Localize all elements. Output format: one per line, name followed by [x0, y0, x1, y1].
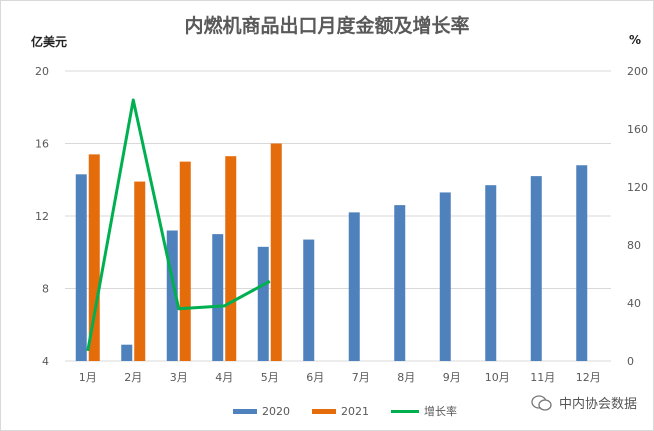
bar-2020	[530, 176, 542, 361]
y2-tick-label: 160	[627, 123, 648, 136]
bar-2021	[179, 161, 191, 361]
bar-2020	[166, 230, 178, 361]
right-axis-unit: %	[629, 33, 642, 47]
chart-title: 内燃机商品出口月度金额及增长率	[184, 15, 470, 37]
x-tick-label: 6月	[306, 371, 324, 384]
x-tick-label: 9月	[443, 371, 461, 384]
bar-2021	[134, 181, 146, 361]
legend-label: 2021	[341, 404, 369, 418]
bar-2020	[75, 174, 87, 361]
legend-item-growth: 增长率	[391, 403, 457, 419]
legend: 2020 2021 增长率	[233, 403, 457, 419]
left-axis-unit: 亿美元	[31, 35, 68, 49]
bar-2020	[348, 212, 360, 361]
bar-2021	[225, 156, 237, 361]
x-tick-label: 12月	[576, 371, 601, 384]
legend-item-2021: 2021	[312, 405, 369, 418]
bar-2020	[303, 239, 315, 361]
x-tick-label: 4月	[215, 371, 233, 384]
x-tick-label: 1月	[79, 371, 97, 384]
y2-tick-label: 120	[627, 181, 648, 194]
bar-2020	[576, 165, 588, 361]
bar-2020	[212, 234, 224, 361]
y-tick-label: 4	[42, 355, 49, 368]
watermark-text: 中内协会数据	[558, 397, 637, 412]
y-tick-label: 16	[35, 138, 49, 151]
bar-2020	[439, 192, 451, 361]
bar-2020	[394, 205, 406, 361]
x-tick-label: 3月	[170, 371, 188, 384]
x-tick-label: 2月	[124, 371, 142, 384]
legend-item-2020: 2020	[233, 405, 290, 418]
bar-2021	[270, 143, 282, 361]
y-tick-label: 12	[35, 210, 49, 223]
legend-swatch	[391, 409, 419, 413]
legend-label: 2020	[262, 404, 290, 418]
wechat-icon	[531, 394, 552, 411]
watermark: 中内协会数据	[531, 393, 637, 412]
y2-tick-label: 40	[627, 297, 641, 310]
y-tick-label: 8	[42, 283, 49, 296]
x-tick-label: 11月	[530, 371, 555, 384]
legend-swatch	[233, 408, 257, 414]
legend-label: 增长率	[424, 405, 457, 418]
x-tick-label: 5月	[261, 371, 279, 384]
bar-2021	[88, 154, 100, 361]
y2-tick-label: 200	[627, 65, 648, 78]
x-tick-label: 8月	[397, 371, 415, 384]
x-tick-label: 7月	[352, 371, 370, 384]
y2-tick-label: 80	[627, 239, 641, 252]
x-tick-label: 10月	[485, 371, 510, 384]
y-tick-label: 20	[35, 65, 49, 78]
y2-tick-label: 0	[627, 355, 634, 368]
bar-2020	[485, 185, 497, 361]
bar-2020	[121, 344, 133, 361]
bar-2020	[257, 246, 269, 361]
growth-rate-line	[86, 98, 271, 352]
legend-swatch	[312, 408, 336, 414]
